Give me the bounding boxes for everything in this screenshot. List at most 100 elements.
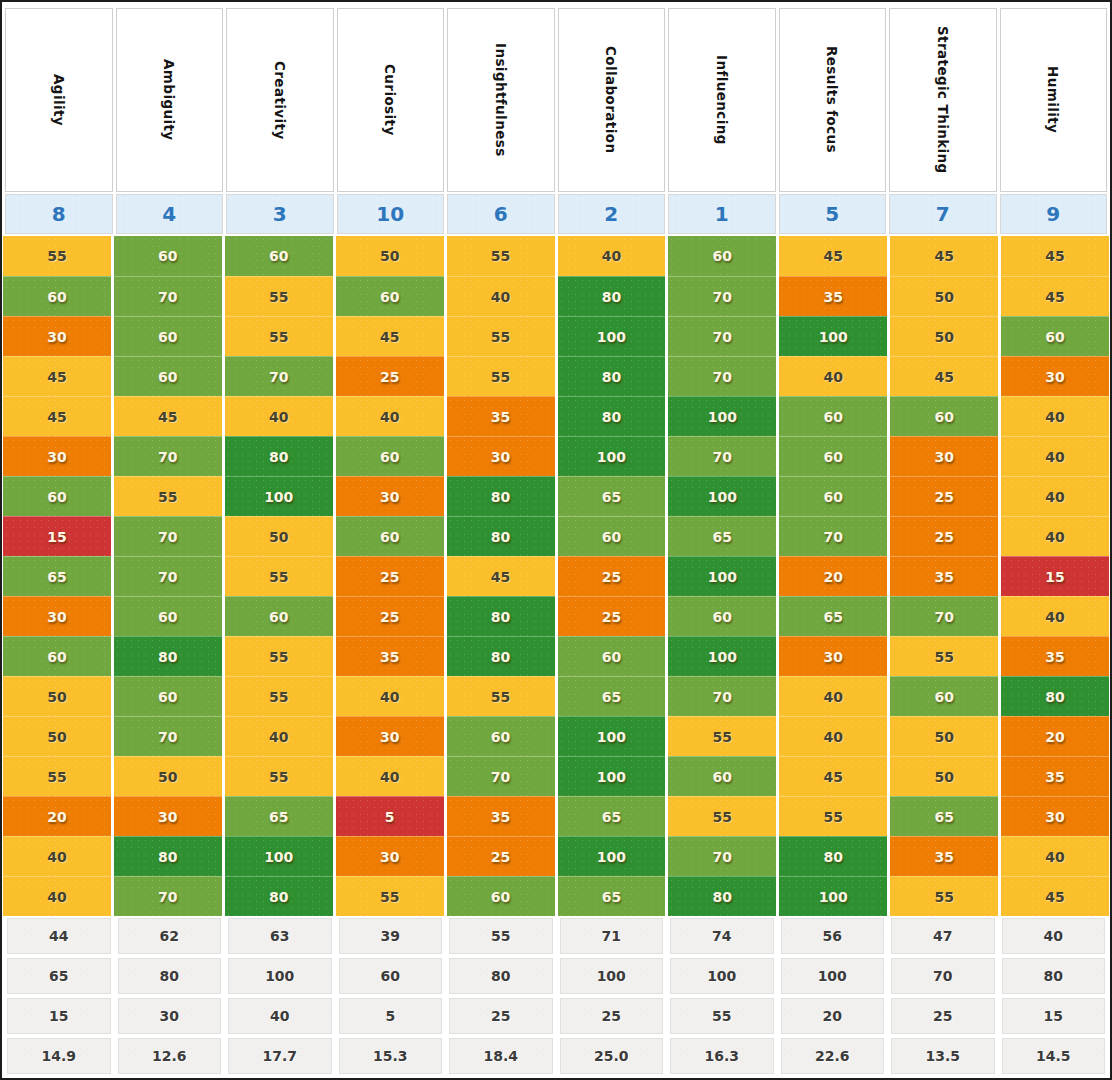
data-cell[interactable]: 55 xyxy=(447,676,555,716)
data-cell[interactable]: 25 xyxy=(558,556,666,596)
data-cell[interactable]: 40 xyxy=(1001,436,1109,476)
data-cell[interactable]: 60 xyxy=(558,636,666,676)
data-cell[interactable]: 50 xyxy=(3,716,111,756)
data-cell[interactable]: 30 xyxy=(779,636,887,676)
column-header-creativity[interactable]: Creativity xyxy=(226,8,334,192)
data-cell[interactable]: 80 xyxy=(558,396,666,436)
data-cell[interactable]: 65 xyxy=(779,596,887,636)
summary-cell[interactable]: 25 xyxy=(558,996,666,1036)
data-cell[interactable]: 55 xyxy=(3,236,111,276)
data-cell[interactable]: 45 xyxy=(3,356,111,396)
data-cell[interactable]: 70 xyxy=(114,516,222,556)
data-cell[interactable]: 40 xyxy=(1001,836,1109,876)
data-cell[interactable]: 100 xyxy=(558,316,666,356)
data-cell[interactable]: 35 xyxy=(447,796,555,836)
data-cell[interactable]: 30 xyxy=(3,596,111,636)
data-cell[interactable]: 30 xyxy=(447,436,555,476)
data-cell[interactable]: 40 xyxy=(336,756,444,796)
data-cell[interactable]: 25 xyxy=(890,476,998,516)
data-cell[interactable]: 60 xyxy=(447,876,555,916)
data-cell[interactable]: 40 xyxy=(779,676,887,716)
data-cell[interactable]: 40 xyxy=(1001,396,1109,436)
data-cell[interactable]: 60 xyxy=(114,316,222,356)
data-cell[interactable]: 55 xyxy=(225,276,333,316)
data-cell[interactable]: 70 xyxy=(114,556,222,596)
data-cell[interactable]: 70 xyxy=(668,436,776,476)
data-cell[interactable]: 30 xyxy=(336,476,444,516)
data-cell[interactable]: 80 xyxy=(447,476,555,516)
summary-cell[interactable]: 15 xyxy=(1000,996,1108,1036)
summary-cell[interactable]: 55 xyxy=(668,996,776,1036)
data-cell[interactable]: 45 xyxy=(890,356,998,396)
summary-cell[interactable]: 100 xyxy=(558,956,666,996)
data-cell[interactable]: 60 xyxy=(336,516,444,556)
summary-cell[interactable]: 18.4 xyxy=(447,1036,555,1076)
data-cell[interactable]: 20 xyxy=(3,796,111,836)
summary-cell[interactable]: 40 xyxy=(1000,916,1108,956)
rank-cell[interactable]: 4 xyxy=(116,194,224,234)
data-cell[interactable]: 35 xyxy=(1001,636,1109,676)
rank-cell[interactable]: 9 xyxy=(1000,194,1108,234)
data-cell[interactable]: 20 xyxy=(1001,716,1109,756)
summary-cell[interactable]: 14.5 xyxy=(1000,1036,1108,1076)
rank-cell[interactable]: 3 xyxy=(226,194,334,234)
data-cell[interactable]: 70 xyxy=(668,356,776,396)
data-cell[interactable]: 5 xyxy=(336,796,444,836)
data-cell[interactable]: 45 xyxy=(447,556,555,596)
data-cell[interactable]: 65 xyxy=(558,796,666,836)
data-cell[interactable]: 55 xyxy=(447,356,555,396)
data-cell[interactable]: 45 xyxy=(779,756,887,796)
data-cell[interactable]: 70 xyxy=(668,836,776,876)
summary-cell[interactable]: 56 xyxy=(779,916,887,956)
data-cell[interactable]: 70 xyxy=(447,756,555,796)
column-header-humility[interactable]: Humility xyxy=(1000,8,1108,192)
summary-cell[interactable]: 70 xyxy=(889,956,997,996)
data-cell[interactable]: 60 xyxy=(779,476,887,516)
data-cell[interactable]: 70 xyxy=(114,276,222,316)
summary-cell[interactable]: 63 xyxy=(226,916,334,956)
data-cell[interactable]: 25 xyxy=(890,516,998,556)
data-cell[interactable]: 60 xyxy=(225,596,333,636)
data-cell[interactable]: 60 xyxy=(890,396,998,436)
data-cell[interactable]: 70 xyxy=(668,676,776,716)
data-cell[interactable]: 45 xyxy=(1001,236,1109,276)
summary-cell[interactable]: 47 xyxy=(889,916,997,956)
data-cell[interactable]: 60 xyxy=(114,236,222,276)
data-cell[interactable]: 15 xyxy=(3,516,111,556)
data-cell[interactable]: 50 xyxy=(890,276,998,316)
column-header-agility[interactable]: Agility xyxy=(5,8,113,192)
data-cell[interactable]: 25 xyxy=(558,596,666,636)
data-cell[interactable]: 70 xyxy=(114,876,222,916)
data-cell[interactable]: 80 xyxy=(558,356,666,396)
data-cell[interactable]: 15 xyxy=(1001,556,1109,596)
data-cell[interactable]: 60 xyxy=(225,236,333,276)
data-cell[interactable]: 100 xyxy=(668,636,776,676)
data-cell[interactable]: 45 xyxy=(3,396,111,436)
summary-cell[interactable]: 17.7 xyxy=(226,1036,334,1076)
data-cell[interactable]: 30 xyxy=(336,716,444,756)
data-cell[interactable]: 55 xyxy=(114,476,222,516)
column-header-collaboration[interactable]: Collaboration xyxy=(558,8,666,192)
data-cell[interactable]: 30 xyxy=(114,796,222,836)
data-cell[interactable]: 55 xyxy=(336,876,444,916)
data-cell[interactable]: 60 xyxy=(336,276,444,316)
data-cell[interactable]: 45 xyxy=(1001,276,1109,316)
data-cell[interactable]: 60 xyxy=(114,596,222,636)
rank-cell[interactable]: 1 xyxy=(668,194,776,234)
data-cell[interactable]: 50 xyxy=(3,676,111,716)
data-cell[interactable]: 65 xyxy=(558,676,666,716)
data-cell[interactable]: 50 xyxy=(890,756,998,796)
column-header-curiosity[interactable]: Curiosity xyxy=(337,8,445,192)
data-cell[interactable]: 35 xyxy=(447,396,555,436)
data-cell[interactable]: 45 xyxy=(1001,876,1109,916)
data-cell[interactable]: 30 xyxy=(1001,356,1109,396)
data-cell[interactable]: 70 xyxy=(668,276,776,316)
data-cell[interactable]: 45 xyxy=(114,396,222,436)
data-cell[interactable]: 40 xyxy=(779,716,887,756)
data-cell[interactable]: 35 xyxy=(1001,756,1109,796)
summary-cell[interactable]: 16.3 xyxy=(668,1036,776,1076)
data-cell[interactable]: 55 xyxy=(890,636,998,676)
data-cell[interactable]: 80 xyxy=(447,636,555,676)
data-cell[interactable]: 65 xyxy=(668,516,776,556)
data-cell[interactable]: 50 xyxy=(114,756,222,796)
